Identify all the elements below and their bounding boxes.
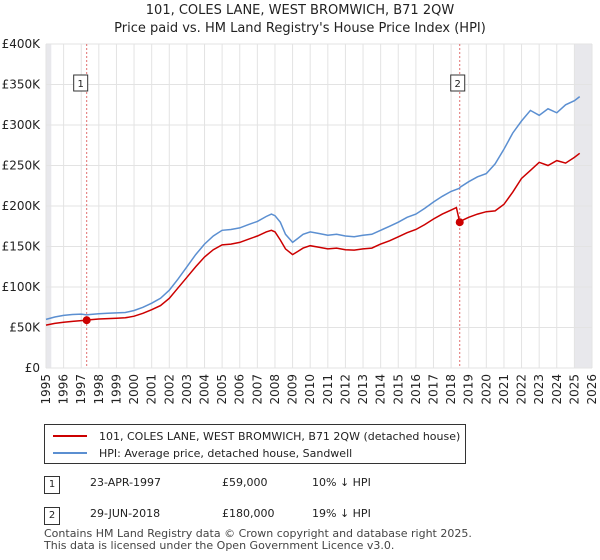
footer-line: Contains HM Land Registry data © Crown c… [44, 527, 472, 540]
legend: 101, COLES LANE, WEST BROMWICH, B71 2QW … [44, 424, 466, 464]
transaction-badge: 1 [44, 476, 60, 494]
legend-swatch-property [53, 435, 87, 437]
x-tick-label: 2020 [479, 374, 493, 405]
x-tick-label: 2003 [180, 374, 194, 405]
chart-subtitle: Price paid vs. HM Land Registry's House … [114, 21, 486, 36]
marker-label: 2 [455, 79, 461, 90]
x-tick-label: 1996 [57, 374, 71, 405]
y-tick-label: £150K [2, 240, 42, 254]
x-tick-label: 2017 [426, 374, 440, 405]
x-tick-label: 1997 [74, 374, 88, 405]
x-tick-label: 2021 [497, 374, 511, 405]
x-tick-label: 2023 [532, 374, 546, 405]
x-tick-label: 2008 [268, 374, 282, 405]
x-tick-label: 2009 [286, 374, 300, 405]
x-tick-label: 1999 [109, 374, 123, 405]
transaction-price: £59,000 [222, 476, 268, 489]
y-tick-label: £250K [2, 159, 42, 173]
transaction-date: 29-JUN-2018 [90, 507, 161, 520]
series-layer [45, 96, 581, 326]
sale-point [455, 218, 464, 227]
x-tick-label: 2019 [462, 374, 476, 405]
x-tick-label: 2016 [409, 374, 423, 405]
legend-swatch-hpi [53, 452, 87, 454]
y-tick-label: £200K [2, 199, 42, 213]
grid-layer [45, 43, 593, 369]
transaction-vs-hpi: 19% ↓ HPI [312, 507, 371, 520]
chart-title: 101, COLES LANE, WEST BROMWICH, B71 2QW [145, 3, 455, 18]
x-tick-label: 2006 [233, 374, 247, 405]
marker-box [73, 74, 89, 92]
transaction-vs-hpi: 10% ↓ HPI [312, 476, 371, 489]
y-tick-label: £0 [25, 361, 40, 375]
legend-label-hpi: HPI: Average price, detached house, Sand… [99, 446, 353, 460]
y-tick-label: £50K [9, 321, 41, 335]
x-tick-label: 2025 [567, 374, 581, 405]
legend-item-hpi: HPI: Average price, detached house, Sand… [53, 445, 352, 461]
x-tick-label: 2026 [585, 374, 599, 405]
x-tick-label: 2015 [391, 374, 405, 405]
axis-layer: £0 £50K £100K £150K £200K £250K £300K £350K £400… [2, 37, 599, 405]
x-tick-label: 1998 [92, 374, 106, 405]
transaction-price: £180,000 [222, 507, 275, 520]
x-tick-label: 2014 [374, 374, 388, 405]
footer-line: This data is licensed under the Open Gov… [44, 539, 395, 552]
marker-label: 1 [77, 79, 83, 90]
y-tick-label: £300K [2, 118, 42, 132]
x-tick-label: 2018 [444, 374, 458, 405]
x-tick-label: 2002 [162, 374, 176, 405]
series-line-property [45, 152, 581, 326]
legend-item-property: 101, COLES LANE, WEST BROMWICH, B71 2QW … [53, 428, 460, 444]
x-tick-label: 2000 [127, 374, 141, 405]
transaction-row: 1 23-APR-1997 £59,000 10% ↓ HPI [44, 474, 464, 494]
x-tick-label: 2004 [198, 374, 212, 405]
x-tick-label: 2001 [145, 374, 159, 405]
x-tick-label: 2010 [303, 374, 317, 405]
marker-box [450, 74, 466, 92]
series-line-hpi [45, 96, 581, 321]
transaction-date: 23-APR-1997 [90, 476, 162, 489]
sale-point [82, 316, 91, 325]
footer: Contains HM Land Registry data © Crown c… [44, 528, 564, 552]
transaction-badge: 2 [44, 507, 60, 525]
y-tick-label: £100K [2, 280, 42, 294]
y-tick-label: £400K [2, 37, 42, 51]
legend-label-property: 101, COLES LANE, WEST BROMWICH, B71 2QW … [99, 429, 461, 443]
transaction-row: 2 29-JUN-2018 £180,000 19% ↓ HPI [44, 505, 464, 525]
x-tick-label: 2005 [215, 374, 229, 405]
x-tick-label: 2012 [338, 374, 352, 405]
x-tick-label: 2007 [250, 374, 264, 405]
y-tick-label: £350K [2, 78, 42, 92]
x-tick-label: 2022 [515, 374, 529, 405]
x-tick-label: 2011 [321, 374, 335, 405]
x-tick-label: 1995 [39, 374, 53, 405]
x-tick-label: 2024 [550, 374, 564, 405]
x-tick-label: 2013 [356, 374, 370, 405]
